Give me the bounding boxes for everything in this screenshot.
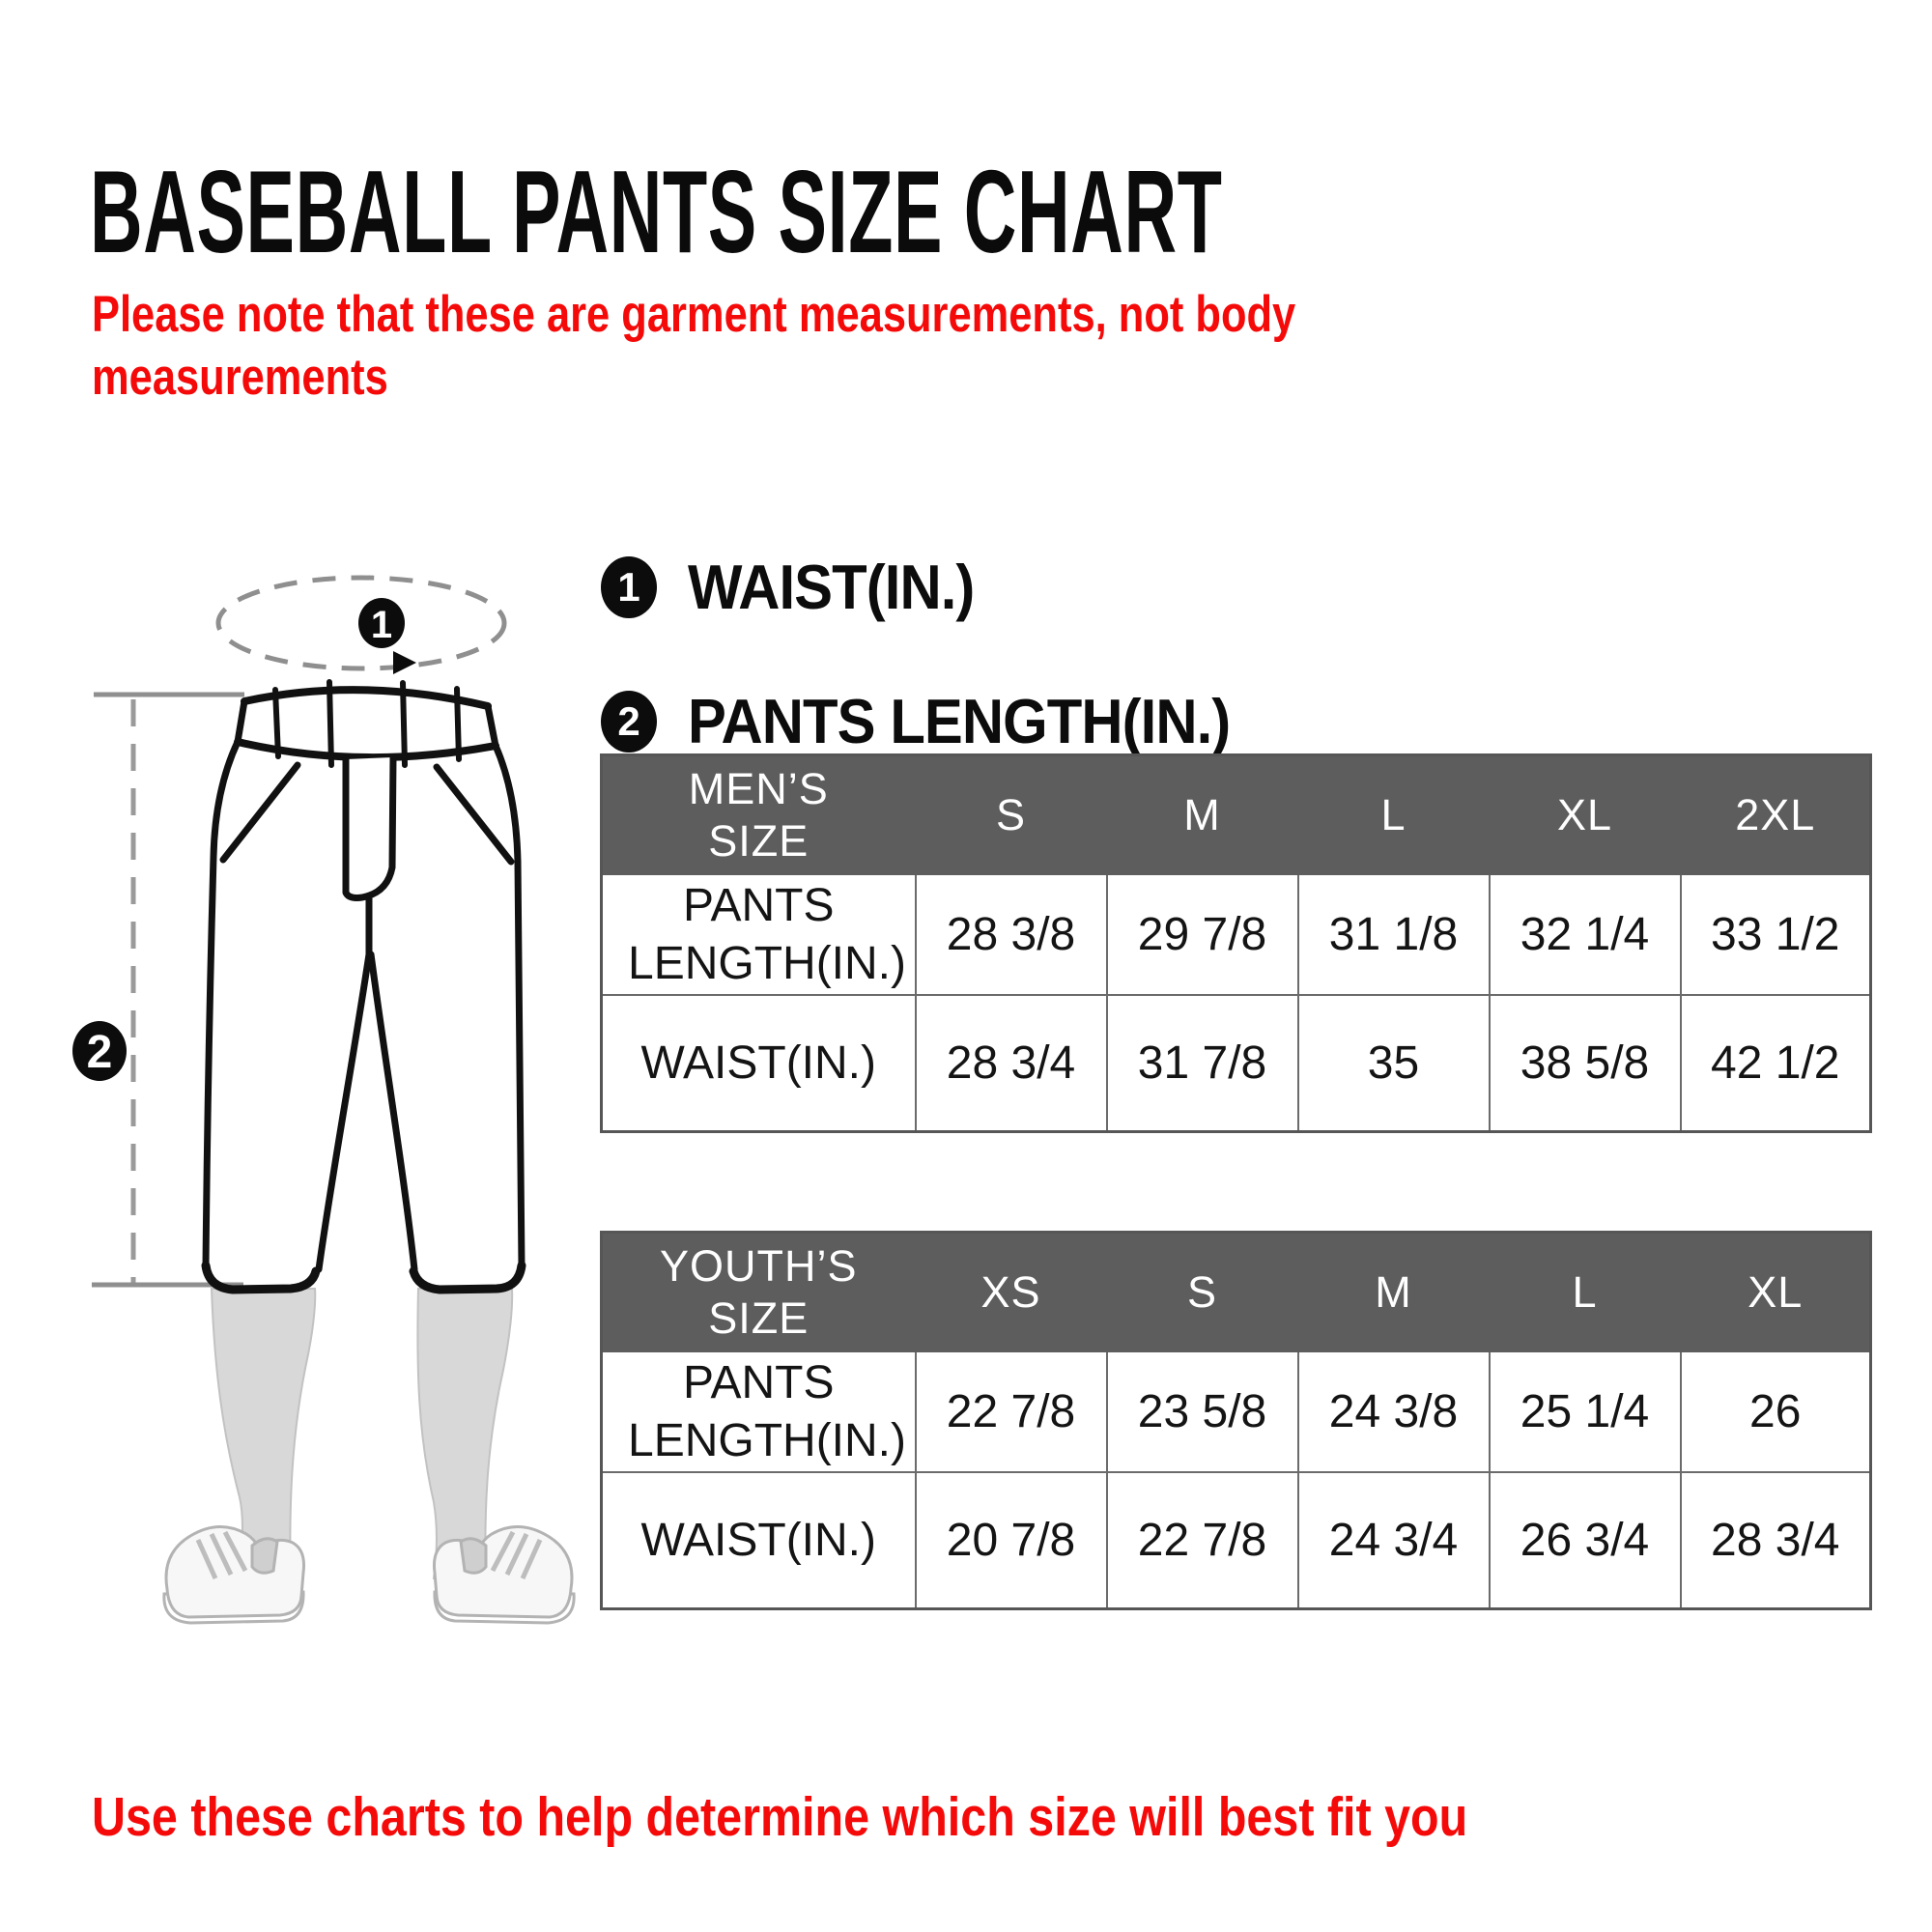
value-cell: 29 7/8 [1105,873,1299,996]
waist-measure-ellipse [215,575,507,674]
legend-row-waist: 1 WAIST(IN.) [601,551,1277,623]
value-cell: 25 1/4 [1488,1350,1682,1473]
fly [342,753,397,901]
youth-waist-row: WAIST(IN.) 20 7/8 22 7/8 24 3/4 26 3/4 2… [600,1471,1872,1610]
value-cell: 28 3/4 [914,994,1108,1133]
size-header-cell: L [1488,1231,1682,1352]
value-cell: 31 7/8 [1105,994,1299,1133]
value-cell: 24 3/8 [1296,1350,1491,1473]
pants-diagram: 1 2 [72,575,576,1625]
pants-outline [201,679,526,1294]
garment-note-line-2: measurements [92,348,388,406]
youth-size-table: YOUTH’S SIZE XS S M L XL PANTS LENGTH(IN… [600,1231,1872,1610]
size-header-cell: S [914,753,1108,875]
value-cell: 28 3/8 [914,873,1108,996]
svg-text:2: 2 [87,1027,113,1078]
size-header-cell: M [1296,1231,1491,1352]
garment-note: Please note that these are garment measu… [92,284,1295,409]
svg-text:1: 1 [371,604,392,646]
value-cell: 35 [1296,994,1491,1133]
row-label-cell: PANTS LENGTH(IN.) [600,1350,917,1473]
size-header-cell: L [1296,753,1491,875]
measurement-legend: 1 WAIST(IN.) 2 PANTS LENGTH(IN.) [601,551,1277,819]
youth-header-row: YOUTH’S SIZE XS S M L XL [600,1231,1872,1352]
legend-length-label: PANTS LENGTH(IN.) [688,686,1231,756]
arrow-icon [393,651,416,674]
row-label-cell: WAIST(IN.) [600,994,917,1133]
value-cell: 38 5/8 [1488,994,1682,1133]
value-cell: 42 1/2 [1679,994,1872,1133]
size-header-cell: M [1105,753,1299,875]
size-header-cell: 2XL [1679,753,1872,875]
page-title: BASEBALL PANTS SIZE CHART [90,145,1223,277]
value-cell: 31 1/8 [1296,873,1491,996]
value-cell: 28 3/4 [1679,1471,1872,1610]
size-header-cell: XL [1488,753,1682,875]
size-header-cell: S [1105,1231,1299,1352]
value-cell: 23 5/8 [1105,1350,1299,1473]
number-1-badge-icon: 1 [601,555,657,618]
legend-waist-label: WAIST(IN.) [688,552,975,622]
size-header-cell: XS [914,1231,1108,1352]
legend-row-length: 2 PANTS LENGTH(IN.) [601,685,1277,757]
row-label-cell: WAIST(IN.) [600,1471,917,1610]
youth-pants-length-row: PANTS LENGTH(IN.) 22 7/8 23 5/8 24 3/8 2… [600,1350,1872,1473]
mens-pants-length-row: PANTS LENGTH(IN.) 28 3/8 29 7/8 31 1/8 3… [600,873,1872,996]
mens-header-row: MEN’S SIZE S M L XL 2XL [600,753,1872,875]
value-cell: 26 3/4 [1488,1471,1682,1610]
value-cell: 20 7/8 [914,1471,1108,1610]
value-cell: 24 3/4 [1296,1471,1491,1610]
mens-size-table: MEN’S SIZE S M L XL 2XL PANTS LENGTH(IN.… [600,753,1872,1133]
garment-note-line-1: Please note that these are garment measu… [92,286,1296,343]
sneakers [162,1524,576,1625]
value-cell: 22 7/8 [1105,1471,1299,1610]
youth-size-header-cell: YOUTH’S SIZE [600,1231,917,1352]
value-cell: 26 [1679,1350,1872,1473]
diagram-waist-badge: 1 [358,598,405,648]
footer-note: Use these charts to help determine which… [92,1786,1468,1848]
value-cell: 33 1/2 [1679,873,1872,996]
mens-size-header-cell: MEN’S SIZE [600,753,917,875]
diagram-length-badge: 2 [72,1021,127,1081]
row-label-cell: PANTS LENGTH(IN.) [600,873,917,996]
value-cell: 32 1/4 [1488,873,1682,996]
size-header-cell: XL [1679,1231,1872,1352]
value-cell: 22 7/8 [914,1350,1108,1473]
number-2-badge-icon: 2 [601,690,657,753]
mens-waist-row: WAIST(IN.) 28 3/4 31 7/8 35 38 5/8 42 1/… [600,994,1872,1133]
